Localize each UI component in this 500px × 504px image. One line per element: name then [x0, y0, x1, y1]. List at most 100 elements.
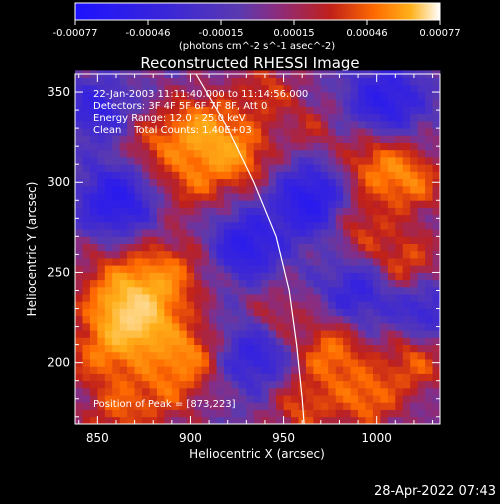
heatmap-cell	[261, 178, 270, 187]
heatmap-cell	[142, 92, 150, 100]
heatmap-cell	[298, 229, 307, 237]
heatmap-cell	[365, 77, 374, 86]
heatmap-cell	[149, 301, 158, 309]
heatmap-cell	[298, 265, 307, 273]
heatmap-cell	[313, 214, 322, 223]
heatmap-cell	[179, 106, 188, 115]
heatmap-cell	[216, 380, 225, 389]
heatmap-cell	[365, 243, 374, 252]
heatmap-cell	[238, 395, 247, 403]
heatmap-cell	[261, 344, 270, 353]
heatmap-cell	[372, 142, 381, 151]
heatmap-cell	[97, 395, 106, 403]
heatmap-cell	[328, 380, 337, 389]
heatmap-cell	[238, 286, 247, 295]
heatmap-cell	[112, 229, 121, 237]
heatmap-cell	[261, 286, 270, 295]
heatmap-cell	[164, 243, 173, 252]
heatmap-cell	[194, 135, 203, 143]
heatmap-cell	[156, 77, 165, 86]
heatmap-cell	[320, 416, 329, 425]
heatmap-cell	[164, 229, 173, 237]
heatmap-cell	[253, 185, 262, 194]
heatmap-cell	[387, 236, 396, 244]
heatmap-cell	[343, 142, 352, 151]
heatmap-cell	[112, 409, 121, 418]
heatmap-cell	[149, 373, 158, 382]
heatmap-cell	[268, 322, 277, 331]
heatmap-cell	[291, 373, 299, 382]
heatmap-cell	[425, 308, 433, 317]
heatmap-cell	[149, 402, 158, 410]
heatmap-cell	[261, 84, 270, 93]
heatmap-cell	[276, 164, 284, 172]
heatmap-cell	[335, 164, 344, 172]
heatmap-cell	[372, 265, 381, 273]
heatmap-cell	[358, 373, 366, 382]
heatmap-cell	[268, 373, 277, 382]
heatmap-cell	[104, 322, 113, 331]
heatmap-cell	[261, 128, 270, 136]
heatmap-cell	[380, 77, 389, 86]
heatmap-cell	[380, 99, 389, 107]
heatmap-cell	[365, 409, 374, 418]
heatmap-cell	[320, 322, 329, 331]
heatmap-cell	[171, 243, 180, 252]
heatmap-cell	[343, 156, 352, 165]
heatmap-cell	[82, 322, 91, 331]
heatmap-cell	[313, 171, 322, 180]
heatmap-cell	[231, 229, 240, 237]
heatmap-cell	[119, 84, 128, 93]
heatmap-cell	[350, 359, 359, 367]
heatmap-cell	[223, 178, 232, 187]
heatmap-cell	[156, 106, 165, 115]
heatmap-cell	[276, 330, 284, 338]
heatmap-cell	[171, 229, 180, 237]
heatmap-cell	[238, 229, 247, 237]
heatmap-cell	[350, 373, 359, 382]
heatmap-cell	[82, 279, 91, 288]
heatmap-cell	[335, 128, 344, 136]
heatmap-cell	[238, 193, 247, 201]
heatmap-cell	[134, 272, 143, 281]
heatmap-cell	[119, 77, 128, 86]
heatmap-cell	[134, 322, 143, 331]
heatmap-cell	[149, 113, 158, 122]
heatmap-cell	[149, 272, 158, 281]
heatmap-cell	[283, 229, 292, 237]
heatmap-cell	[142, 164, 150, 172]
heatmap-cell	[425, 221, 433, 230]
solar-limb-line	[195, 73, 305, 425]
heatmap-cell	[261, 164, 270, 172]
heatmap-cell	[238, 351, 247, 360]
heatmap-cell	[358, 416, 366, 425]
heatmap-cell	[387, 294, 396, 302]
colorbar-tick-label: -0.00046	[126, 28, 171, 39]
heatmap-cell	[149, 156, 158, 165]
heatmap-cell	[372, 214, 381, 223]
heatmap-cell	[410, 344, 419, 353]
heatmap-cell	[410, 236, 419, 244]
heatmap-cell	[298, 380, 307, 389]
heatmap-cell	[335, 243, 344, 252]
heatmap-cell	[216, 322, 225, 331]
heatmap-cell	[216, 171, 225, 180]
peak-position-label: Position of Peak = [873,223]	[93, 399, 236, 410]
heatmap-cell	[417, 207, 426, 216]
heatmap-cell	[335, 113, 344, 122]
heatmap-cell	[253, 322, 262, 331]
heatmap-cell	[186, 402, 195, 410]
heatmap-cell	[112, 135, 121, 143]
heatmap-cell	[75, 366, 83, 374]
heatmap-cell	[305, 77, 314, 86]
heatmap-cell	[149, 286, 158, 295]
heatmap-cell	[231, 387, 240, 396]
heatmap-cell	[89, 214, 98, 223]
heatmap-cell	[89, 344, 98, 353]
heatmap-cell	[194, 243, 203, 252]
heatmap-cell	[194, 214, 203, 223]
heatmap-cell	[313, 221, 322, 230]
heatmap-cell	[328, 294, 337, 302]
heatmap-cell	[298, 301, 307, 309]
heatmap-cell	[89, 409, 98, 418]
